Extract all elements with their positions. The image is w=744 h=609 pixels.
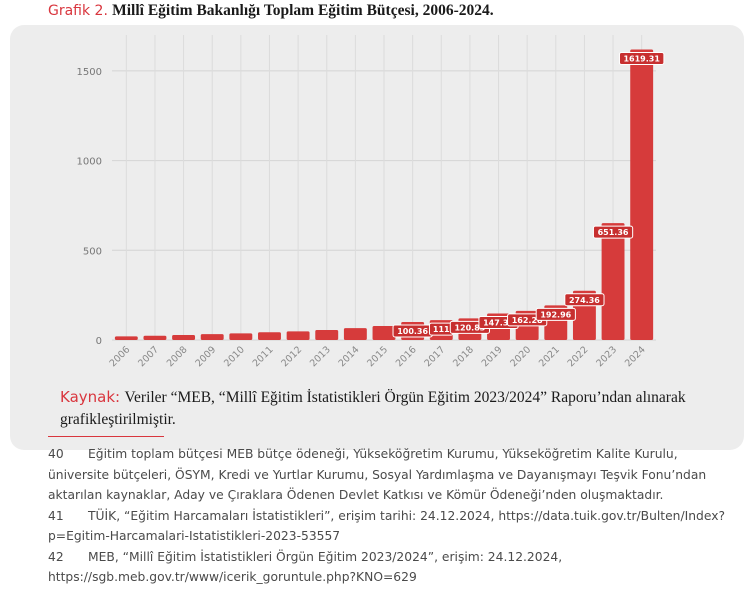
x-tick-label: 2023 (594, 344, 619, 369)
chart-caption: Grafik 2. Millî Eğitim Bakanlığı Toplam … (48, 2, 494, 20)
svg-text:192.96: 192.96 (540, 310, 571, 319)
x-tick-label: 2024 (623, 344, 648, 369)
source-label: Kaynak: (60, 388, 121, 406)
x-tick-label: 2017 (423, 344, 448, 369)
svg-text:1619.31: 1619.31 (623, 54, 660, 63)
y-tick-label: 0 (96, 336, 102, 347)
source-note: Kaynak: Veriler “MEB, “Millî Eğitim İsta… (60, 386, 700, 431)
bar (601, 223, 625, 340)
x-tick-label: 2016 (394, 344, 419, 369)
data-label: 1619.31 (618, 51, 665, 65)
svg-text:274.36: 274.36 (569, 296, 600, 305)
footnote-divider (48, 436, 164, 437)
svg-text:120.83: 120.83 (454, 323, 485, 332)
bar (200, 334, 224, 340)
footnote-text: TÜİK, “Eğitim Harcamaları İstatistikleri… (48, 508, 725, 544)
data-label: 274.36 (564, 293, 605, 307)
footnote-41: 41 TÜİK, “Eğitim Harcamaları İstatistikle… (48, 506, 728, 547)
bar (315, 329, 339, 340)
footnote-text: MEB, “Millî Eğitim İstatistikleri Örgün … (48, 549, 563, 585)
x-tick-label: 2018 (451, 344, 476, 369)
svg-text:111: 111 (433, 325, 450, 334)
data-label: 100.36 (392, 324, 433, 338)
x-tick-label: 2008 (165, 344, 190, 369)
footnote-42: 42 MEB, “Millî Eğitim İstatistikleri Örgü… (48, 547, 728, 588)
x-tick-label: 2007 (136, 344, 161, 369)
x-tick-label: 2012 (279, 344, 304, 369)
y-tick-label: 500 (83, 246, 102, 257)
x-tick-label: 2021 (537, 344, 562, 369)
x-tick-label: 2013 (308, 344, 333, 369)
y-tick-label: 1000 (77, 157, 102, 168)
bar (229, 333, 253, 340)
footnote-number: 42 (48, 549, 64, 564)
bar (172, 334, 196, 340)
svg-text:100.36: 100.36 (397, 327, 428, 336)
data-label: 111 (428, 322, 454, 336)
data-label: 651.36 (592, 225, 634, 239)
bar (286, 331, 310, 340)
caption-label: Grafik 2. (48, 3, 108, 19)
x-tick-label: 2020 (508, 344, 533, 369)
x-tick-label: 2015 (365, 344, 390, 369)
bar (343, 328, 367, 340)
bar (630, 49, 654, 340)
bar (114, 336, 138, 340)
svg-text:162.28: 162.28 (512, 316, 543, 325)
x-tick-label: 2019 (480, 344, 505, 369)
data-label: 192.96 (535, 307, 576, 321)
x-tick-label: 2010 (222, 344, 247, 369)
source-text: Veriler “MEB, “Millî Eğitim İstatistikle… (60, 389, 686, 428)
footnote-40: 40 Eğitim toplam bütçesi MEB bütçe ödeneğ… (48, 444, 728, 506)
x-tick-label: 2022 (566, 344, 591, 369)
x-tick-label: 2011 (251, 344, 276, 369)
bar (143, 335, 167, 340)
footnote-number: 40 (48, 447, 64, 461)
y-tick-label: 1500 (77, 67, 102, 78)
x-tick-label: 2006 (108, 344, 133, 369)
footnote-number: 41 (48, 508, 64, 523)
bar (372, 326, 396, 340)
x-tick-label: 2009 (193, 344, 218, 369)
bar (258, 332, 281, 340)
footnotes: 40 Eğitim toplam bütçesi MEB bütçe ödeneğ… (48, 444, 728, 588)
footnote-text: Eğitim toplam bütçesi MEB bütçe ödeneği,… (48, 447, 707, 502)
svg-text:147.36: 147.36 (483, 319, 514, 328)
x-tick-label: 2014 (337, 344, 362, 369)
caption-text: Millî Eğitim Bakanlığı Toplam Eğitim Büt… (112, 2, 494, 19)
svg-text:651.36: 651.36 (598, 228, 629, 237)
